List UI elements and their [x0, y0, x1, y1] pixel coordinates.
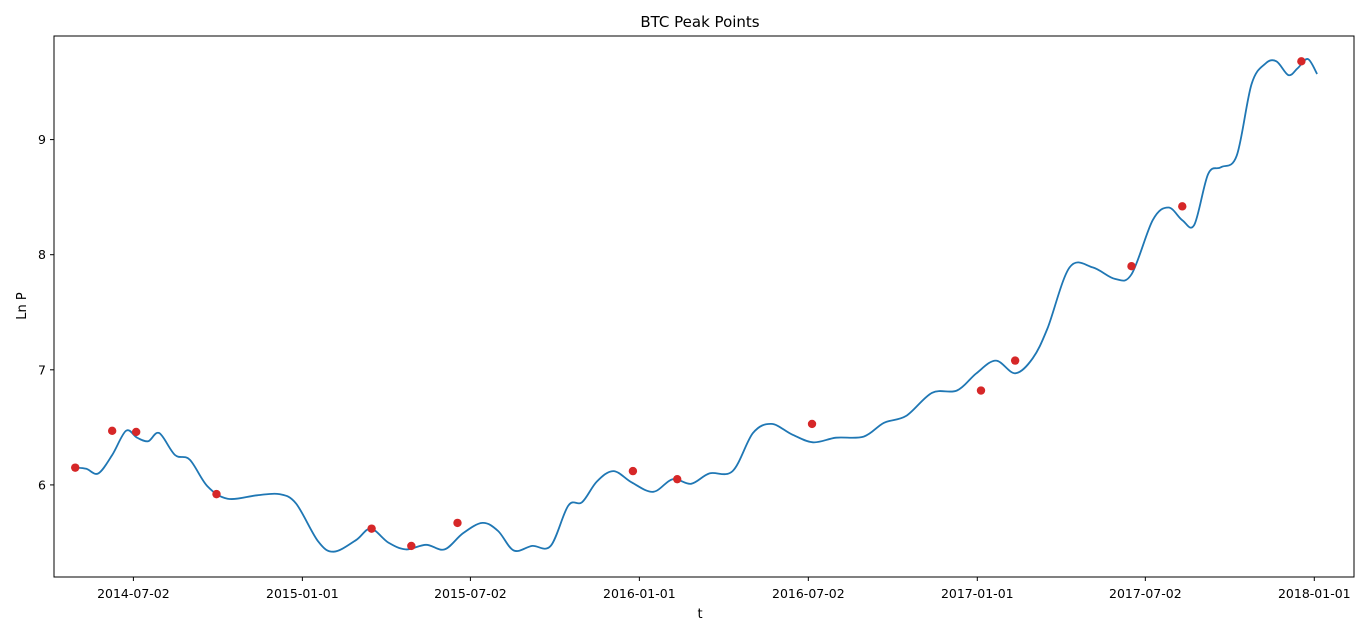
peak-point [131, 427, 141, 437]
y-axis-label: Ln P [15, 292, 30, 320]
y-tick-label: 8 [38, 247, 46, 262]
peak-point [407, 541, 416, 551]
x-tick-label: 2015-01-01 [266, 586, 339, 601]
peak-point [71, 463, 80, 472]
x-tick-label: 2017-01-01 [941, 586, 1014, 601]
y-axis: 6 7 8 9 [38, 132, 54, 492]
y-tick-label: 9 [38, 132, 46, 147]
peak-point [807, 419, 817, 429]
x-tick-label: 2016-07-02 [772, 586, 845, 601]
x-tick-label: 2015-07-02 [434, 586, 507, 601]
x-tick-label: 2014-07-02 [97, 586, 170, 601]
x-axis: 2014-07-02 2015-01-01 2015-07-02 2016-01-01… [97, 577, 1351, 601]
x-tick-label: 2018-01-01 [1278, 586, 1351, 601]
peak-point [673, 474, 682, 484]
plot-area [53, 35, 1355, 578]
peak-point [1297, 57, 1306, 66]
peak-point [1010, 356, 1020, 365]
y-tick-label: 6 [38, 477, 46, 492]
x-tick-label: 2017-07-02 [1109, 586, 1182, 601]
peak-point [1127, 262, 1136, 271]
peak-point [107, 426, 117, 436]
x-axis-label: t [697, 607, 702, 622]
series-line [75, 58, 1318, 553]
peak-point [367, 524, 376, 533]
peak-point [212, 489, 221, 499]
series-layer [75, 58, 1318, 553]
peak-points [71, 57, 1306, 551]
peak-point [628, 466, 638, 476]
peak-point [976, 386, 986, 395]
chart-title: BTC Peak Points [640, 13, 759, 31]
x-tick-label: 2016-01-01 [603, 586, 676, 601]
peak-point [453, 518, 462, 528]
y-tick-label: 7 [38, 362, 46, 377]
peak-point [1178, 202, 1187, 211]
